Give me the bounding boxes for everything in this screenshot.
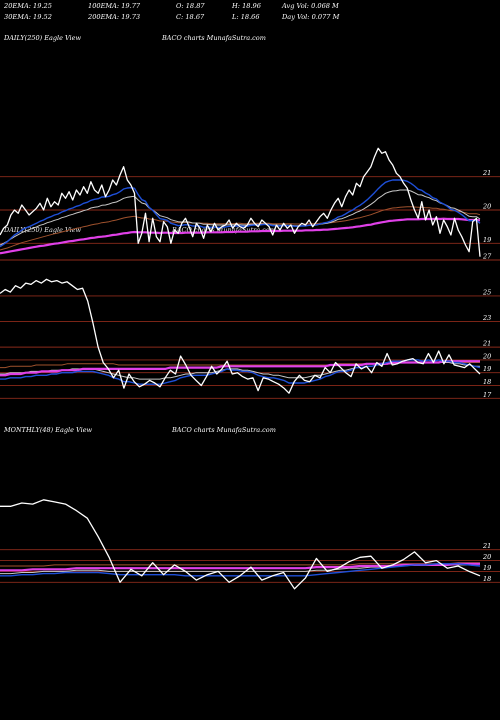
series-ema-long [0, 562, 480, 572]
chart-panel-3: 21 20 19 18 MONTHLY(48) Eagle View BACO chart… [0, 426, 500, 590]
chart-panel-1: 21 20 19 27 DAILY(250) Eagle View BACO charts… [0, 34, 500, 261]
series-ema-mid [0, 189, 481, 246]
y-tick-label: 20 [482, 553, 491, 561]
ema200-readout: 200EMA: 19.73 [88, 13, 141, 21]
chart-watermark-overlay: BACO charts MunafaSutra.com [171, 226, 276, 234]
day-vol-readout: Day Vol: 0.077 M [282, 13, 340, 21]
chart-title: DAILY(250) Eagle View [3, 34, 81, 42]
y-tick-label: 21 [482, 169, 491, 177]
y-tick-label: 18 [483, 378, 491, 386]
y-tick-label: 20 [482, 203, 491, 211]
chart-title-overlay: DAILY(250) Eagle View [3, 226, 81, 234]
open-readout: O: 18.87 [176, 2, 205, 10]
y-tick-label: 17 [483, 391, 492, 399]
series-ema-short [0, 563, 481, 577]
chart-title: MONTHLY(48) Eagle View [3, 426, 93, 434]
ema100-readout: 100EMA: 19.77 [88, 2, 141, 10]
low-readout: L: 18.66 [232, 13, 260, 21]
y-tick-label: 21 [482, 542, 491, 550]
series-ema-brown [0, 562, 480, 567]
avg-vol-readout: Avg Vol: 0.068 M [282, 2, 339, 10]
series-ema-brown [0, 206, 481, 251]
chart-panel-2: 25 23 21 20 19 18 17 [0, 278, 500, 399]
chart-watermark: BACO charts MunafaSutra.com [171, 426, 276, 434]
y-tick-label: 20 [482, 352, 491, 360]
y-tick-label: 19 [483, 236, 491, 244]
close-readout: C: 18.67 [176, 13, 205, 21]
ema20-readout: 20EMA: 19.25 [4, 2, 52, 10]
ema30-readout: 30EMA: 19.52 [4, 13, 52, 21]
y-tick-label: 27 [482, 253, 492, 261]
series-price [0, 147, 481, 257]
high-readout: H: 18.96 [232, 2, 261, 10]
series-ema-short [0, 359, 481, 385]
y-tick-label: 19 [483, 564, 491, 572]
y-tick-label: 21 [482, 340, 491, 348]
chart-watermark: BACO charts MunafaSutra.com [161, 34, 266, 42]
series-price [0, 278, 481, 394]
y-tick-label: 19 [483, 365, 491, 373]
y-tick-label: 25 [482, 288, 491, 296]
y-tick-label: 18 [483, 575, 491, 583]
series-ema-long [0, 217, 481, 255]
series-price [0, 499, 481, 590]
y-tick-label: 23 [482, 314, 491, 322]
